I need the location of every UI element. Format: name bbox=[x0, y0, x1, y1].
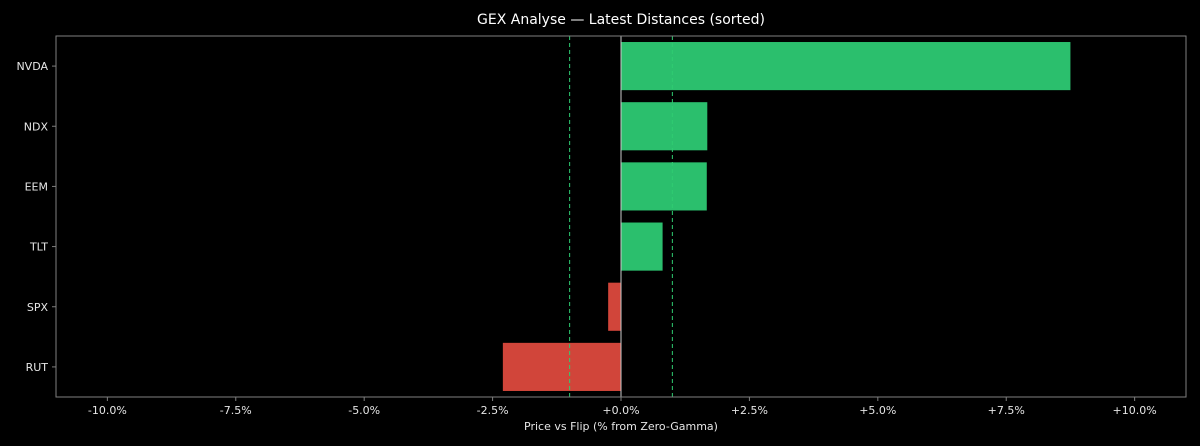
y-tick-label-tlt: TLT bbox=[29, 241, 48, 254]
bar-rut bbox=[502, 342, 621, 391]
plot-area: NVDA NDX EEM TLT SPX RUT -10.0% -7.5% -5.0% -2.5%… bbox=[16, 35, 1187, 417]
x-axis-label: Price vs Flip (% from Zero-Gamma) bbox=[524, 420, 718, 433]
bar-spx bbox=[608, 282, 621, 331]
x-tick-label: +7.5% bbox=[988, 404, 1025, 417]
y-tick-label-eem: EEM bbox=[25, 180, 48, 193]
y-tick-label-ndx: NDX bbox=[24, 120, 49, 133]
x-tick-label: +2.5% bbox=[731, 404, 768, 417]
bar-tlt bbox=[621, 222, 663, 271]
x-tick-label: -2.5% bbox=[477, 404, 509, 417]
x-tick-label: +5.0% bbox=[859, 404, 896, 417]
y-tick-label-nvda: NVDA bbox=[16, 60, 48, 73]
x-tick-label: +0.0% bbox=[602, 404, 639, 417]
bar-nvda bbox=[621, 42, 1071, 91]
x-tick-label: -10.0% bbox=[88, 404, 127, 417]
x-tick-label: -7.5% bbox=[220, 404, 252, 417]
y-tick-label-spx: SPX bbox=[27, 301, 49, 314]
x-tick-label: -5.0% bbox=[348, 404, 380, 417]
y-tick-label-rut: RUT bbox=[26, 361, 49, 374]
bar-eem bbox=[621, 162, 707, 211]
chart-title: GEX Analyse — Latest Distances (sorted) bbox=[477, 12, 765, 28]
x-tick-label: +10.0% bbox=[1113, 404, 1157, 417]
bar-ndx bbox=[621, 102, 708, 151]
